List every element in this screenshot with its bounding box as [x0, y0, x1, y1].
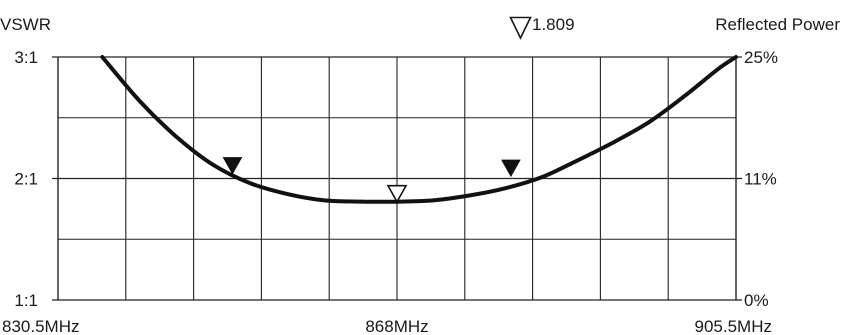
left-tick-label: 3:1 — [14, 48, 38, 67]
vswr-curve — [100, 55, 738, 204]
x-tick-label: 905.5MHz — [695, 317, 772, 335]
right-axis-title: Reflected Power — [715, 15, 840, 34]
marker-readout-icon — [509, 16, 532, 40]
chart-markers — [222, 157, 521, 204]
chart-grid — [52, 56, 742, 301]
marker-open — [386, 184, 408, 204]
chart-labels: 3:1 2:1 1:1 25% 11% 0% 830.5MHz 868MHz 905.5MHz — [2, 48, 778, 335]
right-tick-label: 11% — [744, 170, 777, 189]
right-tick-label: 0% — [744, 291, 769, 310]
marker-filled — [501, 159, 521, 178]
x-tick-label: 868MHz — [365, 317, 428, 335]
marker-readout: 1.809 — [509, 15, 575, 40]
left-axis-title: VSWR — [0, 15, 51, 34]
marker-filled — [222, 157, 243, 175]
x-tick-label: 830.5MHz — [2, 317, 79, 335]
left-tick-label: 1:1 — [14, 291, 38, 310]
marker-readout-value: 1.809 — [532, 15, 575, 34]
right-tick-label: 25% — [744, 48, 778, 67]
left-tick-label: 2:1 — [14, 170, 38, 189]
